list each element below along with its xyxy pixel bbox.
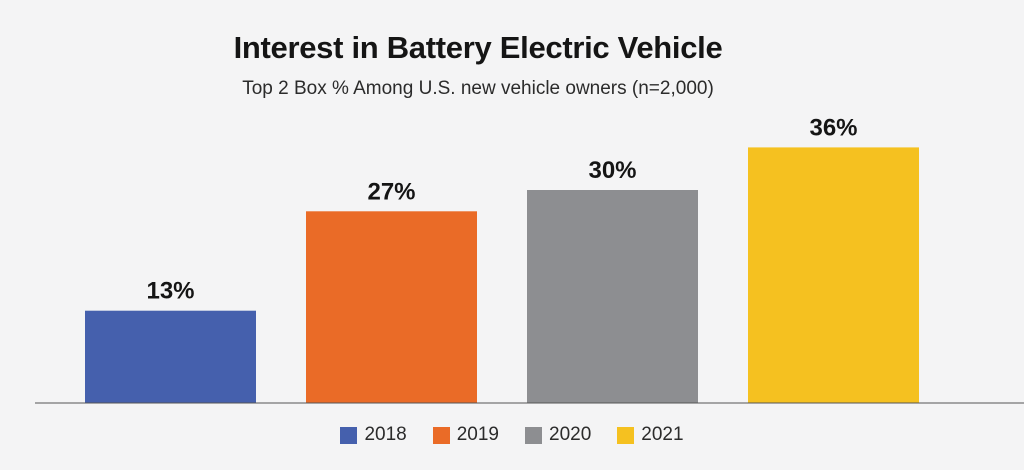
legend-item-2021: 2021 [617, 424, 684, 446]
chart-subtitle: Top 2 Box % Among U.S. new vehicle owner… [242, 78, 714, 99]
chart-title: Interest in Battery Electric Vehicle [233, 30, 723, 65]
bar-2020 [527, 190, 698, 403]
legend-item-2018: 2018 [340, 424, 407, 446]
bars-group [85, 147, 919, 403]
legend-label-2020: 2020 [549, 424, 592, 445]
legend-swatch-2021 [617, 426, 635, 444]
value-label-2021: 36% [809, 114, 857, 141]
value-label-2019: 27% [367, 178, 415, 205]
value-label-2020: 30% [588, 157, 636, 184]
value-label-2018: 13% [146, 278, 194, 305]
bar-2018 [85, 310, 256, 403]
legend-label-2018: 2018 [364, 424, 407, 445]
value-labels-group: 13% 27% 30% 36% [146, 114, 857, 304]
legend-item-2019: 2019 [432, 424, 499, 446]
legend-label-2021: 2021 [641, 424, 684, 445]
legend-swatch-2020 [525, 426, 542, 444]
legend-item-2020: 2020 [525, 424, 591, 446]
bar-2021 [748, 147, 919, 403]
bar-2019 [306, 211, 477, 403]
legend: 2018 2019 2020 2021 [0, 424, 1024, 446]
legend-label-2019: 2019 [456, 424, 499, 445]
legend-swatch-2018 [340, 426, 358, 444]
legend-swatch-2019 [432, 426, 450, 444]
